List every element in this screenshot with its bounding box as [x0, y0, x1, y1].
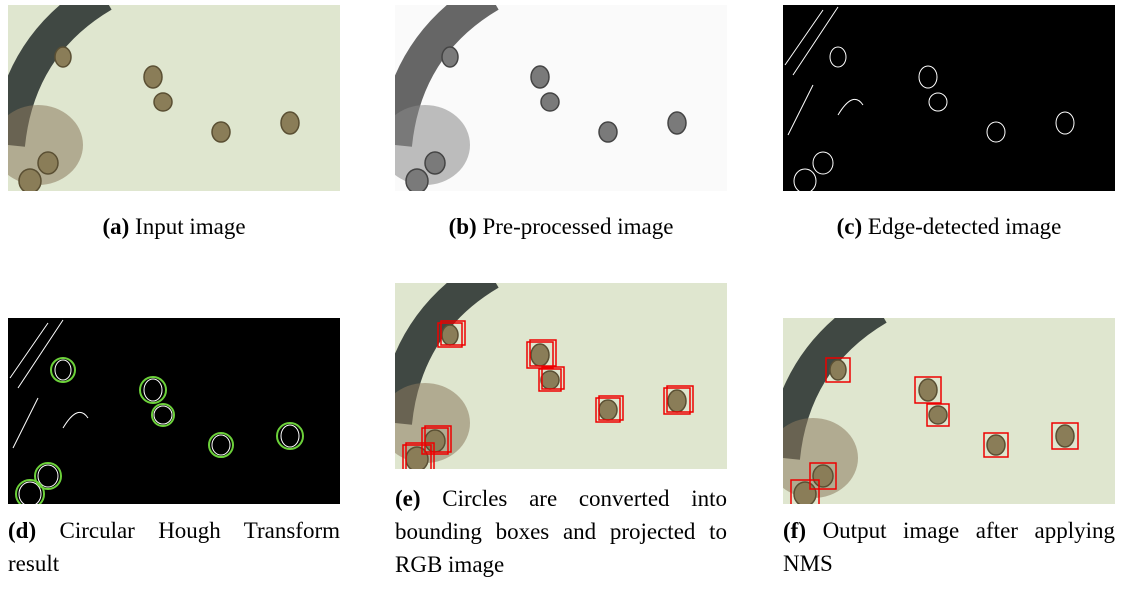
- edge-image: [783, 5, 1115, 191]
- caption-label: (d): [8, 518, 36, 543]
- caption-label: (e): [395, 486, 421, 511]
- caption: (e) Circles are converted into bounding …: [395, 482, 727, 581]
- caption-text: Pre-processed image: [482, 214, 673, 239]
- pollen: [813, 465, 833, 487]
- pollen: [541, 93, 559, 111]
- pollen: [406, 169, 428, 191]
- hough-image: [8, 318, 340, 504]
- pollen: [599, 400, 617, 420]
- caption: (b) Pre-processed image: [395, 210, 727, 243]
- caption-text: Circular Hough Transform result: [8, 518, 340, 576]
- pollen: [38, 152, 58, 174]
- pollen: [919, 379, 937, 401]
- caption-label: (a): [102, 214, 129, 239]
- caption-label: (f): [783, 518, 806, 543]
- pollen: [541, 371, 559, 389]
- caption-label: (b): [449, 214, 477, 239]
- pollen: [425, 430, 445, 452]
- pollen: [144, 66, 162, 88]
- caption-label: (c): [837, 214, 863, 239]
- pollen: [425, 152, 445, 174]
- pollen: [212, 122, 230, 142]
- caption: (d) Circular Hough Transform result: [8, 514, 340, 580]
- pollen: [55, 47, 71, 67]
- figure: (a) Input image (b) Pre-processed image …: [0, 0, 1123, 591]
- pollen: [19, 169, 41, 191]
- preprocessed-image: [395, 5, 727, 191]
- boxes-image: [395, 283, 727, 469]
- input-image: [8, 5, 340, 191]
- pollen: [830, 360, 846, 380]
- pollen: [531, 344, 549, 366]
- caption-text: Edge-detected image: [868, 214, 1061, 239]
- pollen: [794, 482, 816, 504]
- caption-text: Output image after applying NMS: [783, 518, 1115, 576]
- pollen: [281, 112, 299, 134]
- pollen: [1056, 425, 1074, 447]
- caption: (f) Output image after applying NMS: [783, 514, 1115, 580]
- caption-text: Input image: [135, 214, 246, 239]
- caption: (a) Input image: [8, 210, 340, 243]
- caption-text: Circles are converted into bounding boxe…: [395, 486, 727, 577]
- pollen: [442, 47, 458, 67]
- pollen: [668, 112, 686, 134]
- pollen: [442, 325, 458, 345]
- pollen: [531, 66, 549, 88]
- pollen: [987, 435, 1005, 455]
- nms-image: [783, 318, 1115, 504]
- pollen: [929, 406, 947, 424]
- pollen: [668, 390, 686, 412]
- pollen: [599, 122, 617, 142]
- caption: (c) Edge-detected image: [783, 210, 1115, 243]
- pollen: [154, 93, 172, 111]
